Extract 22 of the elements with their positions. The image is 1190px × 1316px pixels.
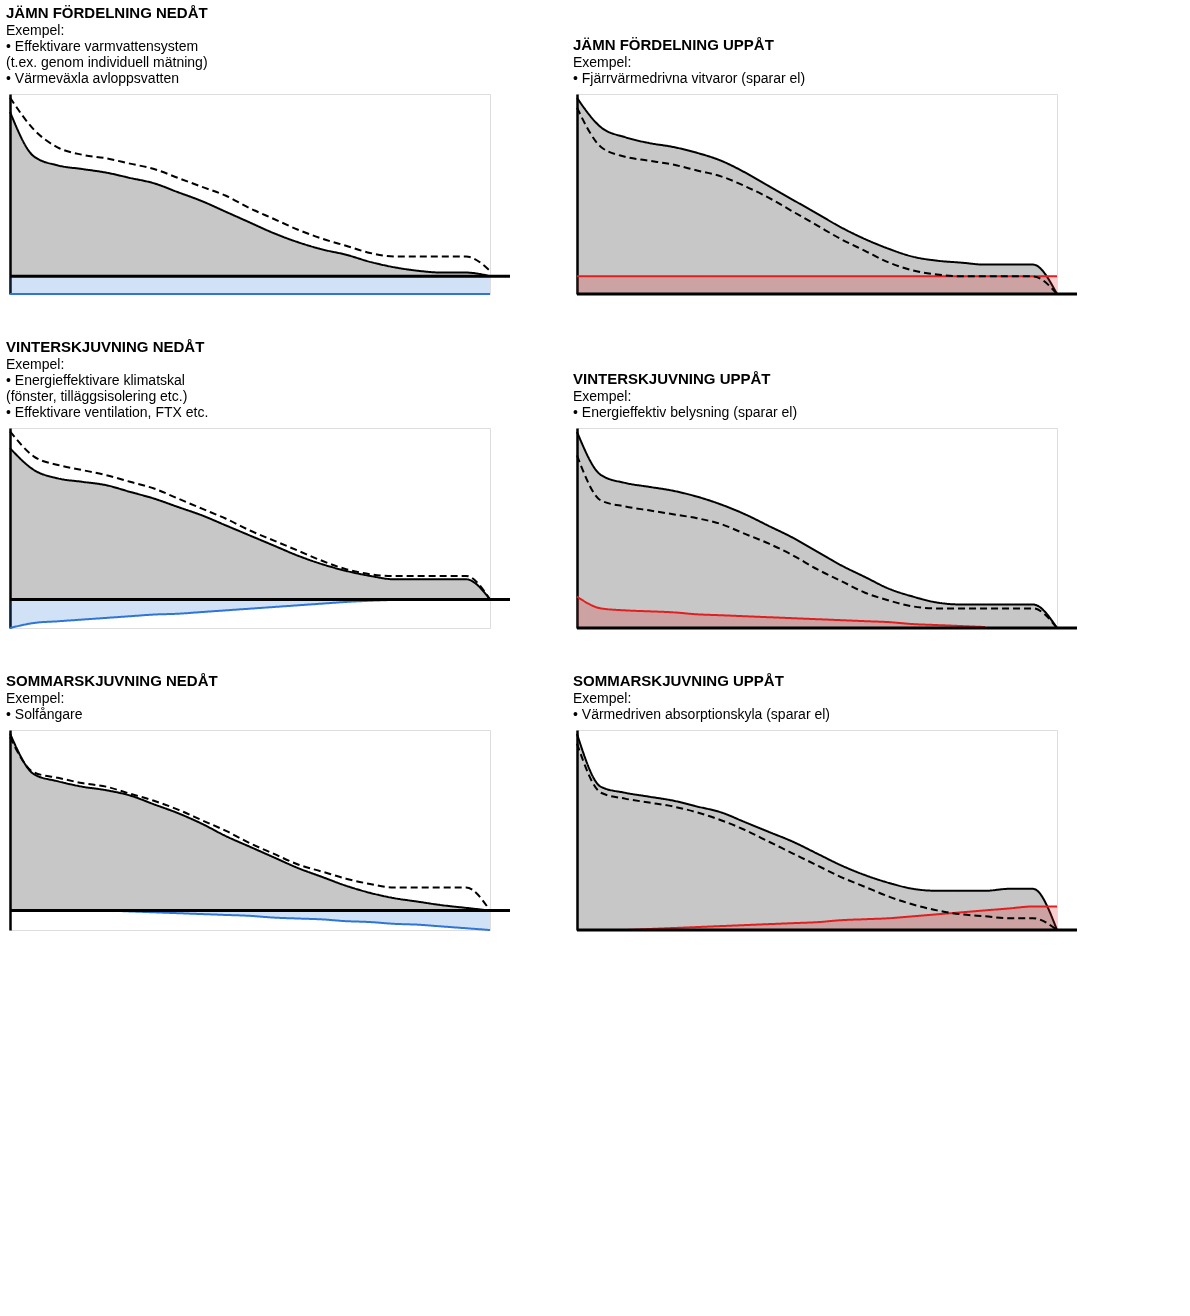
- text: (fönster, tilläggsisolering etc.): [6, 388, 188, 404]
- text: • Fjärrvärmedrivna vitvaror (sparar el): [573, 69, 806, 86]
- text: • Solfångare: [6, 705, 83, 722]
- chart-title: SOMMARSKJUVNING UPPÅT: [573, 671, 784, 689]
- text: Exempel:: [573, 53, 632, 70]
- text: Exempel:: [573, 387, 632, 404]
- text: • Energieffektivare klimatskal: [6, 372, 185, 388]
- chart-title: VINTERSKJUVNING UPPÅT: [573, 369, 771, 387]
- chart-title: JÄMN FÖRDELNING UPPÅT: [573, 35, 774, 53]
- chart-title: SOMMARSKJUVNING NEDÅT: [6, 671, 218, 689]
- text: • Värmedriven absorptionskyla (sparar el): [573, 705, 831, 722]
- chart-title: VINTERSKJUVNING NEDÅT: [6, 338, 205, 355]
- text: • Energieffektiv belysning (sparar el): [573, 403, 798, 420]
- text: Exempel:: [6, 22, 65, 38]
- text: • Effektivare ventilation, FTX etc.: [6, 404, 209, 420]
- text: Exempel:: [6, 356, 65, 372]
- text: Exempel:: [573, 689, 632, 706]
- text: • Effektivare varmvattensystem: [6, 38, 199, 54]
- text: (t.ex. genom individuell mätning): [6, 54, 208, 70]
- chart-title: JÄMN FÖRDELNING NEDÅT: [6, 4, 208, 21]
- text: • Värmeväxla avloppsvatten: [6, 70, 179, 86]
- text: Exempel:: [6, 689, 65, 706]
